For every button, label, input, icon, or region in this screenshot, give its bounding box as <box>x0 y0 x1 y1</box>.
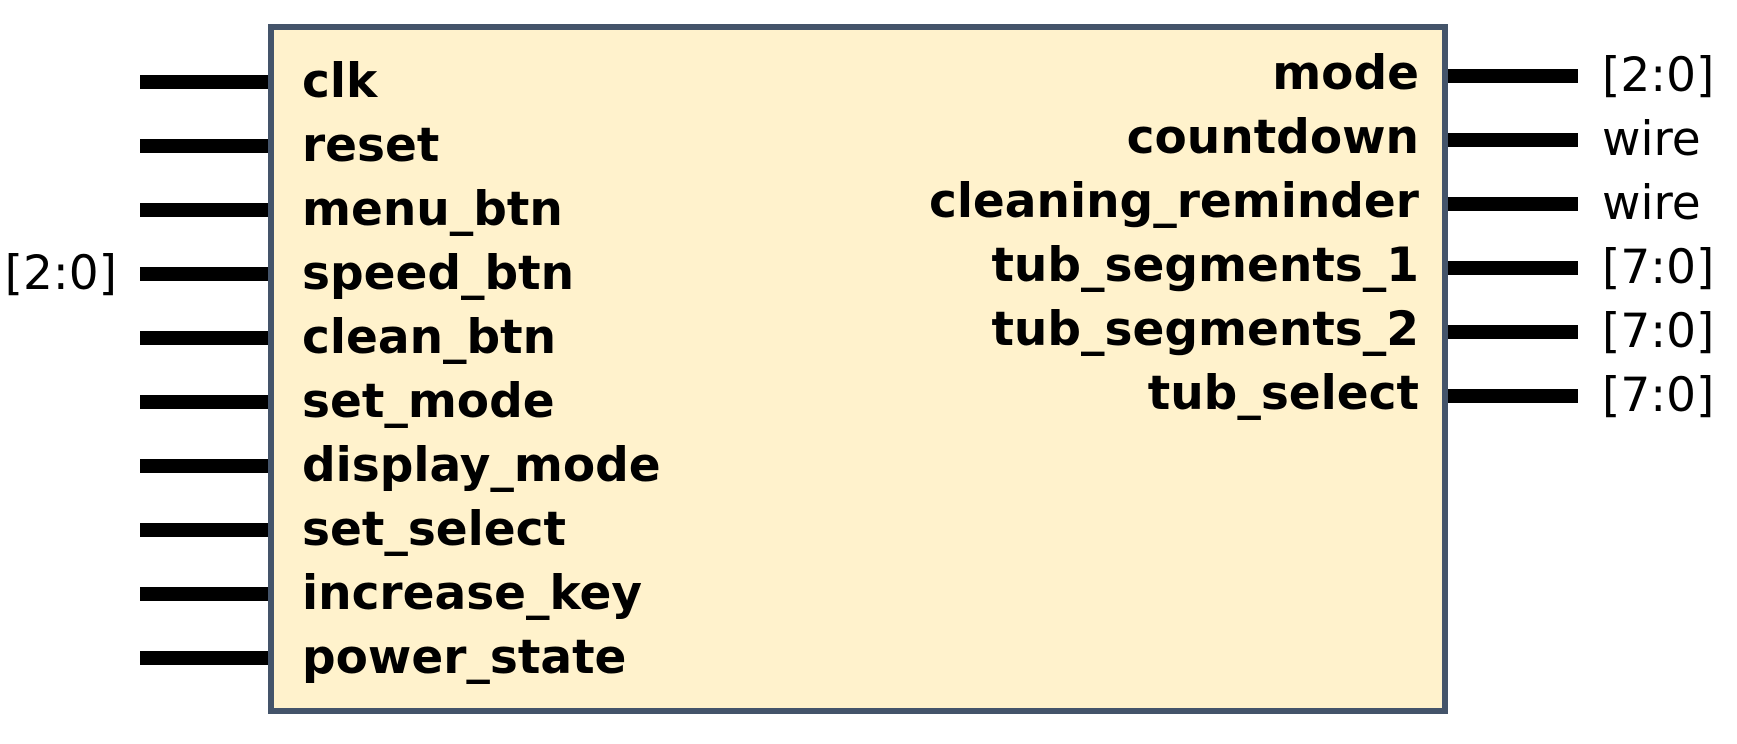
output-port-countdown: countdown <box>1126 110 1419 165</box>
output-pin-mode <box>1448 69 1578 83</box>
output-pin-cleaning_reminder <box>1448 197 1578 211</box>
input-pin-reset <box>140 139 268 153</box>
input-pin-set_mode <box>140 395 268 409</box>
input-port-power_state: power_state <box>302 630 627 685</box>
module-body <box>268 24 1448 714</box>
input-port-increase_key: increase_key <box>302 566 643 621</box>
input-pin-increase_key <box>140 587 268 601</box>
output-width-tub_segments_2: [7:0] <box>1602 304 1715 359</box>
input-pin-speed_btn <box>140 267 268 281</box>
output-width-tub_segments_1: [7:0] <box>1602 240 1715 295</box>
input-port-display_mode: display_mode <box>302 438 661 493</box>
output-width-tub_select: [7:0] <box>1602 368 1715 423</box>
input-port-speed_btn: speed_btn <box>302 246 575 301</box>
output-pin-tub_segments_2 <box>1448 325 1578 339</box>
output-pin-countdown <box>1448 133 1578 147</box>
output-width-cleaning_reminder: wire <box>1602 176 1701 231</box>
input-pin-set_select <box>140 523 268 537</box>
input-port-reset: reset <box>302 118 440 173</box>
input-port-menu_btn: menu_btn <box>302 182 563 237</box>
input-pin-clk <box>140 75 268 89</box>
output-pin-tub_select <box>1448 389 1578 403</box>
output-pin-tub_segments_1 <box>1448 261 1578 275</box>
output-port-tub_segments_2: tub_segments_2 <box>991 302 1419 357</box>
input-pin-clean_btn <box>140 331 268 345</box>
input-port-clean_btn: clean_btn <box>302 310 557 365</box>
output-width-countdown: wire <box>1602 112 1701 167</box>
input-port-clk: clk <box>302 54 378 109</box>
input-pin-display_mode <box>140 459 268 473</box>
input-port-set_mode: set_mode <box>302 374 555 429</box>
input-pin-power_state <box>140 651 268 665</box>
output-port-cleaning_reminder: cleaning_reminder <box>928 174 1419 229</box>
output-port-tub_select: tub_select <box>1147 366 1419 421</box>
input-port-set_select: set_select <box>302 502 566 557</box>
input-pin-menu_btn <box>140 203 268 217</box>
output-width-mode: [2:0] <box>1602 48 1715 103</box>
output-port-mode: mode <box>1272 46 1419 101</box>
output-port-tub_segments_1: tub_segments_1 <box>991 238 1419 293</box>
input-width-speed_btn: [2:0] <box>4 246 117 301</box>
